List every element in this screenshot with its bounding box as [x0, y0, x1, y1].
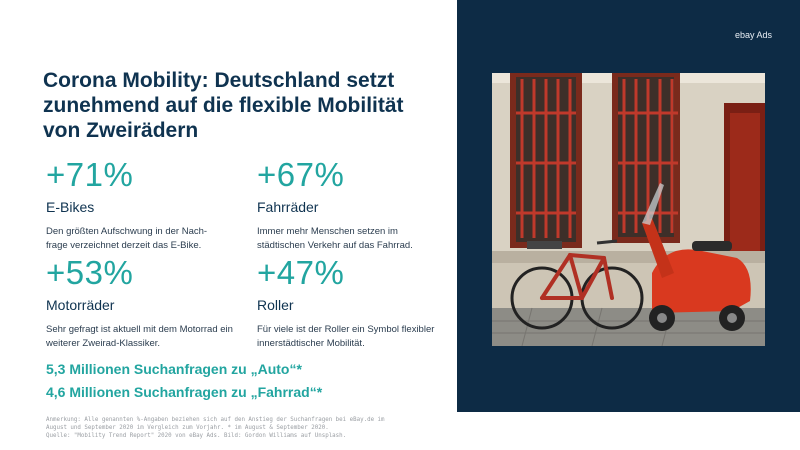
bike-and-scooter-photo: [492, 73, 765, 346]
stat-fahrraeder: +67% Fahrräder Immer mehr Menschen setze…: [257, 157, 457, 253]
stat-description: Den größten Aufschwung in der Nach-frage…: [46, 226, 208, 251]
content-panel: Corona Mobility: Deutschland setzt zuneh…: [43, 69, 457, 440]
stat-description: Immer mehr Menschen setzen im städtische…: [257, 226, 413, 251]
footnote: Anmerkung: Alle genannten %-Angaben bezi…: [46, 417, 446, 440]
search-count-fahrrad: 4,6 Millionen Suchanfragen zu „Fahrrad“*: [46, 384, 323, 400]
stat-value: +71%: [46, 156, 134, 193]
stat-label: E-Bikes: [46, 199, 95, 215]
stat-value: +67%: [257, 156, 345, 193]
footnote-line: Anmerkung: Alle genannten %-Angaben bezi…: [46, 417, 385, 423]
stat-ebikes: +71% E-Bikes Den größten Aufschwung in d…: [46, 157, 246, 253]
search-counts: 5,3 Millionen Suchanfragen zu „Auto“* 4,…: [46, 358, 446, 404]
stat-label: Roller: [257, 297, 294, 313]
stat-label: Motorräder: [46, 297, 115, 313]
stat-description: Für viele ist der Roller ein Symbol flex…: [257, 324, 435, 349]
stat-value: +53%: [46, 254, 134, 291]
page-title: Corona Mobility: Deutschland setzt zuneh…: [43, 69, 404, 142]
brand-logo: ebay Ads: [734, 30, 772, 40]
stat-motorraeder: +53% Motorräder Sehr gefragt ist aktuell…: [46, 255, 246, 351]
footnote-line: Quelle: "Mobility Trend Report" 2020 von…: [46, 432, 347, 439]
image-panel: ebay Ads: [457, 0, 800, 412]
stat-value: +47%: [257, 254, 345, 291]
stat-label: Fahrräder: [257, 199, 319, 215]
search-count-auto: 5,3 Millionen Suchanfragen zu „Auto“*: [46, 361, 302, 377]
stat-description: Sehr gefragt ist aktuell mit dem Motorra…: [46, 324, 233, 349]
footnote-line: August und September 2020 im Vergleich z…: [46, 424, 329, 431]
stat-roller: +47% Roller Für viele ist der Roller ein…: [257, 255, 457, 351]
